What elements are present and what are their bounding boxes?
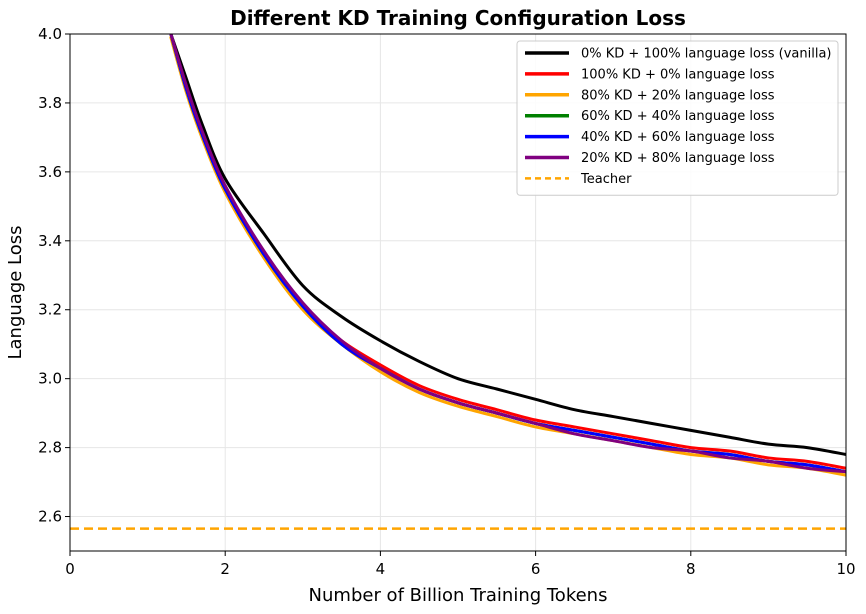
series-line-6 (169, 34, 846, 474)
y-tick-label: 2.6 (38, 508, 62, 526)
chart-title: Different KD Training Configuration Loss (230, 6, 686, 30)
legend-label: 20% KD + 80% language loss (581, 151, 775, 166)
y-axis-ticks: 2.6 2.8 3.0 3.2 3.4 3.6 3.8 4.0 (38, 25, 70, 526)
plot-area (70, 34, 846, 530)
y-tick-label: 3.4 (38, 232, 62, 250)
x-tick-label: 8 (686, 560, 696, 578)
x-axis-ticks: 0 2 4 6 8 10 (65, 551, 856, 578)
y-tick-label: 3.8 (38, 94, 62, 112)
x-axis-label: Number of Billion Training Tokens (309, 585, 608, 606)
y-tick-label: 2.8 (38, 439, 62, 457)
legend-label: 60% KD + 40% language loss (581, 109, 775, 124)
x-tick-label: 4 (376, 560, 386, 578)
y-tick-label: 3.2 (38, 301, 62, 319)
legend: 0% KD + 100% language loss (vanilla) 100%… (516, 40, 839, 196)
x-tick-label: 10 (836, 560, 855, 578)
x-tick-label: 2 (220, 560, 230, 578)
y-tick-label: 4.0 (38, 25, 62, 43)
y-axis-label: Language Loss (5, 225, 26, 359)
y-tick-label: 3.6 (38, 163, 62, 181)
series-line-1 (169, 34, 846, 456)
legend-label: 80% KD + 20% language loss (581, 88, 775, 103)
x-tick-label: 0 (65, 560, 75, 578)
legend-label: 0% KD + 100% language loss (vanilla) (581, 47, 832, 62)
y-tick-label: 3.0 (38, 370, 62, 388)
legend-label: 40% KD + 60% language loss (581, 130, 775, 145)
legend-box (516, 40, 839, 196)
legend-label: Teacher (580, 172, 632, 187)
legend-label: 100% KD + 0% language loss (581, 67, 775, 82)
plot-frame (69, 33, 847, 552)
x-tick-label: 6 (531, 560, 541, 578)
